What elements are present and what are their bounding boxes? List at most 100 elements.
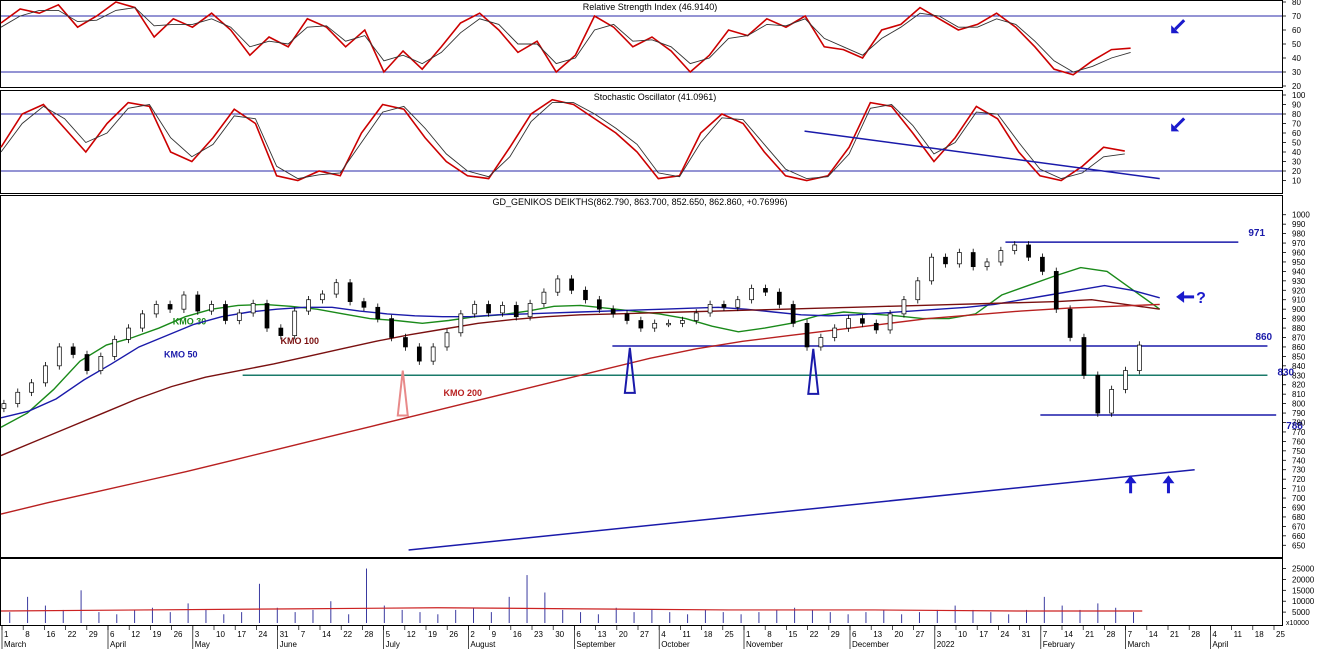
- date-tick-label: 26: [174, 630, 183, 639]
- arrow-head: [1162, 475, 1175, 484]
- candle-body: [458, 313, 464, 334]
- date-tick-label: 22: [810, 630, 819, 639]
- candle-body: [832, 327, 838, 338]
- candle-body: [15, 391, 21, 404]
- date-tick-label: 8: [767, 630, 772, 639]
- price-axis-tick-label: 930: [1292, 277, 1306, 286]
- price-axis-tick-label: 910: [1292, 296, 1306, 305]
- price-axis-tick-label: 830: [1292, 371, 1306, 380]
- date-tick-label: 23: [534, 630, 543, 639]
- price-axis-tick-label: 840: [1292, 362, 1306, 371]
- price-axis-tick-label: 820: [1292, 381, 1306, 390]
- candle-body: [70, 346, 76, 355]
- candle-body: [735, 299, 741, 308]
- candle-body: [901, 299, 907, 315]
- date-tick-label: 6: [576, 630, 581, 639]
- price-axis-tick-label: 810: [1292, 390, 1306, 399]
- month-label: March: [1128, 640, 1150, 649]
- rsi-series-line: [0, 7, 1131, 73]
- rsi-panel: [0, 1, 1282, 76]
- month-label: September: [576, 640, 615, 649]
- volume-axis-tick-label: 5000: [1292, 608, 1310, 617]
- candle-body: [416, 346, 422, 362]
- candle-body: [153, 304, 159, 315]
- month-label: April: [1212, 640, 1228, 649]
- candle-body: [527, 303, 533, 318]
- candle-body: [195, 294, 201, 312]
- date-tick-label: 4: [661, 630, 666, 639]
- moving-average-line: [0, 266, 1161, 428]
- date-tick-label: 10: [958, 630, 967, 639]
- rsi-axis-tick-label: 20: [1292, 82, 1301, 91]
- stochastic-axis-tick-label: 60: [1292, 129, 1301, 138]
- price-axis-tick-label: 800: [1292, 400, 1306, 409]
- candle-body: [555, 278, 561, 293]
- right-axis-ticks: 8070605040302010090807060504030201010009…: [1282, 0, 1315, 627]
- left-arrow-icon: ?: [1176, 290, 1206, 307]
- rsi-axis-tick-label: 30: [1292, 68, 1301, 77]
- volume-panel: [0, 568, 1143, 623]
- price-axis-tick-label: 890: [1292, 315, 1306, 324]
- stochastic-series-line: [0, 102, 1125, 180]
- date-tick-label: 19: [428, 630, 437, 639]
- candle-body: [929, 256, 934, 282]
- price-axis-tick-label: 920: [1292, 286, 1306, 295]
- date-tick-label: 17: [979, 630, 988, 639]
- price-axis-tick-label: 860: [1292, 343, 1306, 352]
- price-axis-tick-label: 730: [1292, 466, 1306, 475]
- candle-body: [984, 261, 990, 268]
- date-tick-label: 7: [301, 630, 306, 639]
- candle-body: [56, 346, 62, 367]
- candle-body: [347, 282, 353, 302]
- date-tick-label: 31: [1022, 630, 1031, 639]
- arrow-head: [1171, 123, 1180, 132]
- candle-body: [140, 313, 145, 329]
- date-tick-label: 24: [258, 630, 267, 639]
- volume-axis-tick-label: 10000: [1292, 597, 1315, 606]
- support-triangle-marker: [623, 347, 636, 394]
- volume-axis-tick-label: 20000: [1292, 575, 1315, 584]
- price-axis-tick-label: 660: [1292, 532, 1306, 541]
- date-tick-label: 20: [619, 630, 628, 639]
- month-label: February: [1043, 640, 1075, 649]
- candle-body: [320, 293, 325, 301]
- candle-body: [29, 382, 34, 393]
- price-axis-tick-label: 780: [1292, 419, 1306, 428]
- date-tick-label: 1: [4, 630, 9, 639]
- price-panel: 971 860 830 788 KMO 30 KMO 50 KMO 100 KMO 200?: [0, 228, 1303, 551]
- candle-body: [1081, 337, 1087, 376]
- date-tick-label: 14: [1064, 630, 1073, 639]
- date-tick-label: 9: [492, 630, 497, 639]
- candle-body: [915, 280, 921, 301]
- date-tick-label: 25: [1276, 630, 1285, 639]
- candle-body: [610, 308, 616, 315]
- price-axis-tick-label: 900: [1292, 305, 1306, 314]
- candle-body: [500, 305, 505, 314]
- panel-frames: [0, 0, 1283, 626]
- month-label: November: [746, 640, 783, 649]
- level-label: 830: [1277, 367, 1294, 378]
- candle-body: [250, 303, 256, 314]
- date-tick-label: 28: [1191, 630, 1200, 639]
- candle-body: [970, 252, 976, 268]
- price-axis-tick-label: 740: [1292, 456, 1306, 465]
- date-axis: 1 8 16 22 29 6 12 19 26 3 10 17 24 31 7 14 22 28 5 12 19 26 2 9…: [1, 626, 1285, 649]
- date-tick-label: 22: [343, 630, 352, 639]
- candle-body: [361, 301, 367, 308]
- support-triangle-marker: [396, 370, 409, 417]
- candle-body: [693, 312, 699, 321]
- month-label: 2022: [937, 640, 955, 649]
- price-axis-tick-label: 700: [1292, 494, 1306, 503]
- arrow-head: [1124, 475, 1137, 484]
- date-tick-label: 27: [916, 630, 925, 639]
- moving-average-label: KMO 200: [444, 388, 483, 398]
- candle-body: [943, 256, 948, 265]
- candle-body: [292, 310, 298, 336]
- price-axis-tick-label: 680: [1292, 513, 1306, 522]
- candle-body: [887, 313, 893, 331]
- candle-body: [1067, 308, 1073, 338]
- down-left-arrow-icon: [1171, 19, 1186, 34]
- rsi-axis-tick-label: 50: [1292, 40, 1301, 49]
- price-axis-tick-label: 770: [1292, 428, 1306, 437]
- date-tick-label: 29: [831, 630, 840, 639]
